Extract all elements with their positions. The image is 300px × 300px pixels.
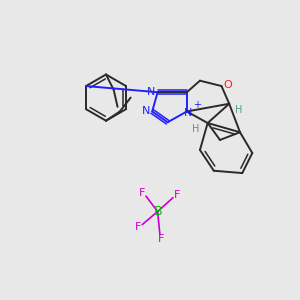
Text: H: H (192, 124, 200, 134)
Text: F: F (174, 190, 180, 200)
Text: N: N (184, 108, 193, 118)
Text: N: N (147, 87, 156, 97)
Text: +: + (193, 100, 201, 110)
Text: F: F (139, 188, 146, 198)
Text: F: F (158, 234, 165, 244)
Text: O: O (223, 80, 232, 89)
Text: F: F (134, 222, 141, 232)
Text: B: B (153, 205, 162, 218)
Text: N: N (142, 106, 150, 116)
Text: H: H (235, 105, 242, 115)
